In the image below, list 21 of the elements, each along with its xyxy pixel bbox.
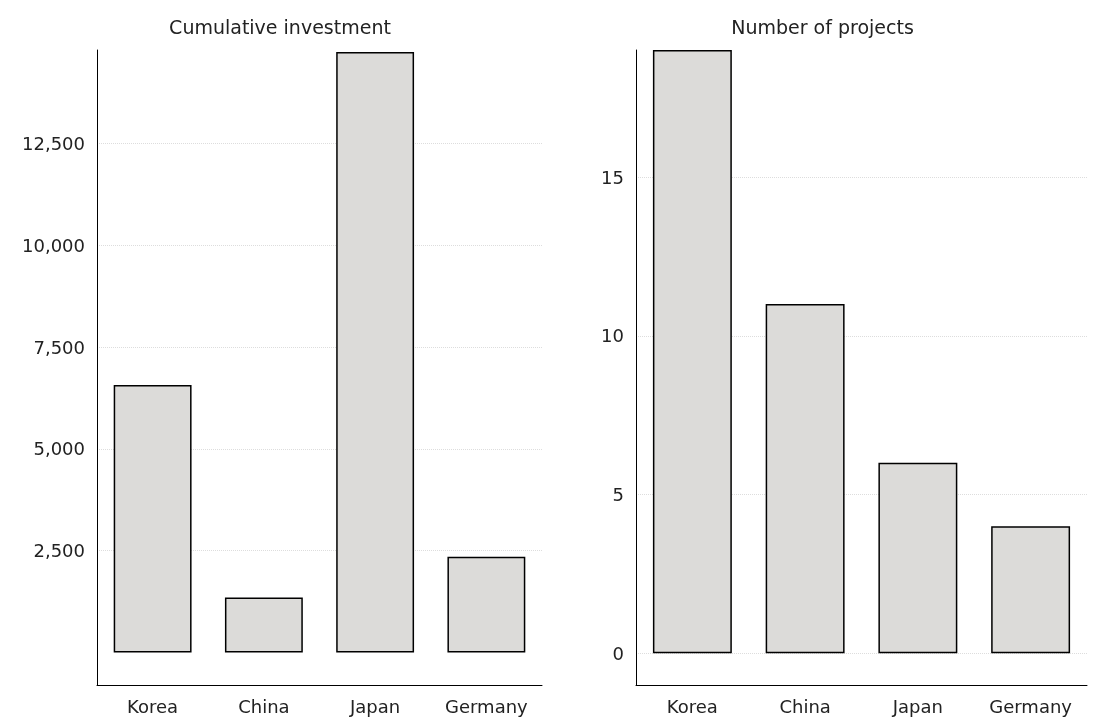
x-tick-label: Germany	[989, 695, 1073, 717]
bar	[447, 556, 526, 653]
y-tick-label: 0	[612, 642, 624, 664]
y-tick-label: 5	[612, 484, 624, 505]
y-tick-label: 5,000	[33, 438, 85, 460]
x-tick-label: Korea	[666, 695, 718, 717]
y-tick-label: 2,500	[33, 540, 85, 562]
x-tick-label: Japan	[349, 695, 401, 717]
y-tick-label: 15	[601, 166, 624, 188]
x-tick-label: China	[238, 695, 290, 717]
y-tick-label: 10,000	[22, 234, 85, 256]
x-tick-label: Japan	[891, 695, 943, 717]
y-tick-label: 12,500	[22, 133, 85, 155]
bar	[224, 597, 303, 653]
y-tick-label: 10	[601, 325, 624, 347]
y-tick-label: 7,500	[33, 336, 85, 358]
x-tick-label: Germany	[445, 695, 529, 717]
chart-title: Cumulative investment	[169, 15, 391, 38]
x-tick-label: China	[779, 695, 831, 717]
chart-title: Number of projects	[731, 15, 914, 38]
x-tick-label: Korea	[127, 695, 179, 717]
